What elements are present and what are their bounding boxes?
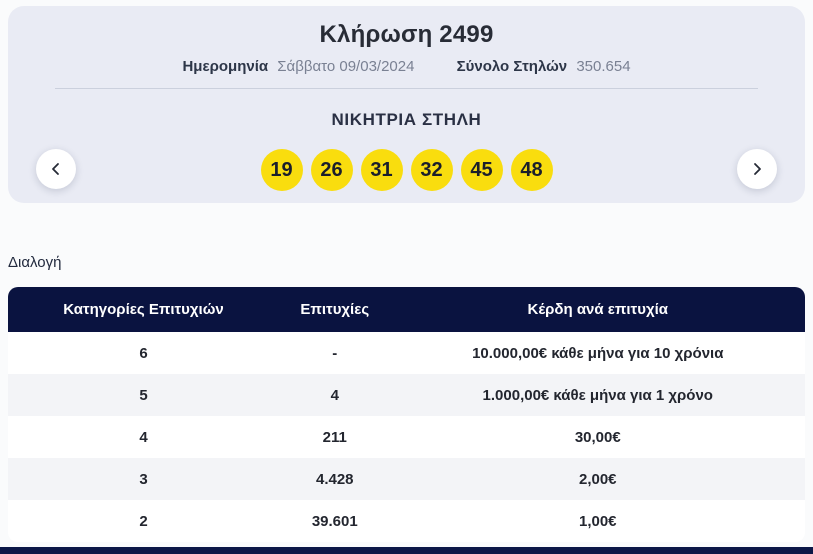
draw-meta: Ημερομηνία Σάββατο 09/03/2024 Σύνολο Στη…: [8, 58, 805, 75]
header-winners: Επιτυχίες: [300, 301, 370, 318]
next-draw-button[interactable]: [737, 149, 777, 189]
table-row: 2 39.601 1,00€: [8, 500, 805, 542]
category-cell: 6: [139, 344, 148, 362]
header-prize: Κέρδη ανά επιτυχία: [527, 301, 668, 318]
table-row: 6 - 10.000,00€ κάθε μήνα για 10 χρόνια: [8, 332, 805, 374]
category-cell: 2: [139, 512, 148, 530]
winners-cell: -: [332, 344, 338, 362]
prize-cell: 1.000,00€ κάθε μήνα για 1 χρόνο: [482, 386, 713, 404]
draw-date-value: Σάββατο 09/03/2024: [277, 58, 415, 75]
draw-date: Ημερομηνία Σάββατο 09/03/2024: [182, 58, 418, 75]
draw-hero-card: Κλήρωση 2499 Ημερομηνία Σάββατο 09/03/20…: [8, 6, 805, 203]
footer-top-strip: [0, 547, 813, 554]
winners-cell: 4: [330, 386, 339, 404]
draw-title: Κλήρωση 2499: [319, 21, 494, 48]
total-columns-value: 350.654: [576, 58, 631, 75]
hero-divider: [55, 88, 758, 89]
winning-number-ball: 32: [410, 149, 453, 191]
category-cell: 4: [139, 428, 148, 446]
winning-number-ball: 31: [360, 149, 403, 191]
winnings-table: Κατηγορίες Επιτυχιών Επιτυχίες Κέρδη ανά…: [8, 287, 805, 542]
prize-cell: 1,00€: [578, 512, 617, 530]
prize-cell: 2,00€: [578, 470, 617, 488]
chevron-left-icon: [49, 162, 63, 176]
winners-cell: 39.601: [311, 512, 358, 530]
winners-cell: 4.428: [315, 470, 354, 488]
winning-number-ball: 19: [260, 149, 303, 191]
table-header-row: Κατηγορίες Επιτυχιών Επιτυχίες Κέρδη ανά…: [8, 287, 805, 332]
header-categories: Κατηγορίες Επιτυχιών: [63, 301, 224, 318]
table-row: 4 211 30,00€: [8, 416, 805, 458]
winning-numbers: 19 26 31 32 45 48: [8, 149, 805, 191]
table-row: 3 4.428 2,00€: [8, 458, 805, 500]
winning-column-heading: ΝΙΚΗΤΡΙΑ ΣΤΗΛΗ: [331, 110, 482, 129]
total-columns-label: Σύνολο Στηλών: [456, 58, 568, 75]
sorting-section-label: Διαλογή: [8, 254, 62, 271]
winners-cell: 211: [322, 428, 347, 446]
draw-date-label: Ημερομηνία: [182, 58, 269, 75]
winning-number-ball: 26: [310, 149, 353, 191]
category-cell: 3: [139, 470, 148, 488]
total-columns: Σύνολο Στηλών 350.654: [457, 58, 631, 75]
winning-number-ball: 45: [460, 149, 503, 191]
previous-draw-button[interactable]: [36, 149, 76, 189]
category-cell: 5: [139, 386, 148, 404]
chevron-right-icon: [750, 162, 764, 176]
prize-cell: 30,00€: [574, 428, 621, 446]
winning-number-ball: 48: [510, 149, 553, 191]
table-row: 5 4 1.000,00€ κάθε μήνα για 1 χρόνο: [8, 374, 805, 416]
prize-cell: 10.000,00€ κάθε μήνα για 10 χρόνια: [472, 344, 724, 362]
